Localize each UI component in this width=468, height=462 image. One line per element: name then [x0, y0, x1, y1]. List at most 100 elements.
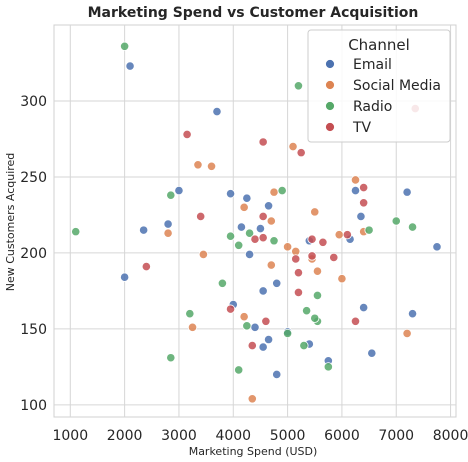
x-tick-label: 6000	[324, 428, 360, 444]
x-tick-label: 2000	[107, 428, 143, 444]
point-tv	[307, 234, 317, 244]
point-social-media	[198, 249, 208, 260]
y-axis-label: New Customers Acquired	[4, 153, 17, 292]
y-tick-label: 250	[20, 170, 47, 186]
point-social-media	[337, 274, 347, 284]
point-tv	[196, 211, 206, 222]
point-tv	[293, 268, 304, 278]
point-social-media	[247, 394, 257, 404]
point-tv	[258, 233, 268, 243]
point-radio	[269, 236, 279, 246]
legend-label-tv: TV	[352, 120, 372, 136]
point-social-media	[206, 161, 217, 171]
point-email	[432, 242, 442, 252]
point-tv	[258, 137, 268, 147]
point-social-media	[239, 202, 249, 212]
point-radio	[282, 328, 293, 339]
chart-title: Marketing Spend vs Customer Acquisition	[88, 5, 419, 21]
point-tv	[318, 237, 328, 247]
point-tv	[293, 287, 304, 298]
x-tick-label: 4000	[215, 428, 251, 444]
x-tick-label: 8000	[433, 428, 468, 444]
x-tick-label: 1000	[52, 428, 88, 444]
legend-items: Email Social Media Radio TV	[325, 57, 441, 136]
point-email	[258, 286, 268, 296]
point-social-media	[310, 207, 320, 217]
legend-item-radio: Radio	[325, 99, 392, 115]
point-social-media	[282, 242, 293, 252]
point-radio	[234, 240, 244, 250]
point-social-media	[239, 312, 249, 322]
point-social-media	[163, 228, 173, 238]
y-tick-label: 100	[20, 398, 47, 414]
point-email	[263, 201, 274, 211]
point-email	[263, 334, 274, 345]
point-social-media	[288, 141, 298, 152]
x-tick-label: 7000	[378, 428, 414, 444]
point-tv	[359, 182, 369, 193]
point-radio	[302, 306, 312, 316]
point-radio	[185, 309, 195, 319]
point-email	[236, 222, 247, 232]
point-radio	[312, 290, 323, 301]
legend-item-tv: TV	[325, 120, 372, 136]
legend-marker-radio	[325, 101, 335, 111]
point-email	[212, 107, 222, 117]
point-radio	[217, 278, 228, 288]
point-social-media	[266, 260, 276, 270]
point-email	[407, 309, 418, 319]
point-social-media	[269, 187, 279, 197]
point-radio	[225, 231, 236, 241]
point-email	[120, 272, 130, 282]
point-email	[250, 322, 260, 332]
point-tv	[296, 148, 306, 158]
point-social-media	[187, 322, 198, 332]
point-social-media	[350, 175, 361, 185]
point-email	[174, 186, 184, 196]
x-tick-label: 3000	[161, 428, 197, 444]
point-tv	[261, 316, 271, 326]
x-tick-labels: 1000 2000 3000 4000 5000 6000 7000 8000	[52, 428, 468, 444]
point-tv	[141, 261, 151, 272]
point-social-media	[334, 230, 344, 240]
point-tv	[291, 254, 301, 264]
point-radio	[277, 186, 287, 196]
point-social-media	[266, 216, 276, 226]
point-radio	[391, 216, 401, 226]
point-email	[139, 225, 149, 235]
point-radio	[242, 321, 252, 331]
point-email	[356, 211, 366, 222]
legend-item-social-media: Social Media	[325, 78, 441, 94]
point-tv	[225, 304, 236, 314]
point-tv	[307, 251, 317, 261]
y-tick-label: 300	[20, 94, 47, 110]
legend-marker-tv	[325, 122, 335, 132]
point-radio	[166, 190, 176, 200]
legend-marker-social-media	[325, 80, 335, 90]
point-radio	[234, 365, 244, 375]
point-email	[125, 61, 135, 71]
point-tv	[342, 230, 352, 240]
x-axis-label: Marketing Spend (USD)	[189, 445, 318, 458]
point-email	[367, 348, 377, 358]
point-email	[350, 186, 361, 196]
point-email	[244, 249, 255, 260]
point-email	[402, 187, 412, 197]
legend-label-radio: Radio	[353, 99, 392, 115]
point-tv	[182, 129, 192, 139]
point-tv	[258, 211, 268, 222]
point-radio	[244, 228, 255, 238]
x-tick-label: 5000	[270, 428, 306, 444]
point-social-media	[193, 160, 203, 170]
point-email	[272, 278, 282, 288]
legend-marker-email	[325, 59, 335, 69]
point-radio	[407, 222, 418, 232]
point-radio	[364, 225, 374, 235]
legend-item-email: Email	[325, 57, 392, 73]
legend-label-email: Email	[353, 57, 392, 73]
point-email	[242, 193, 252, 203]
legend-box	[307, 29, 451, 143]
point-tv	[247, 340, 257, 351]
